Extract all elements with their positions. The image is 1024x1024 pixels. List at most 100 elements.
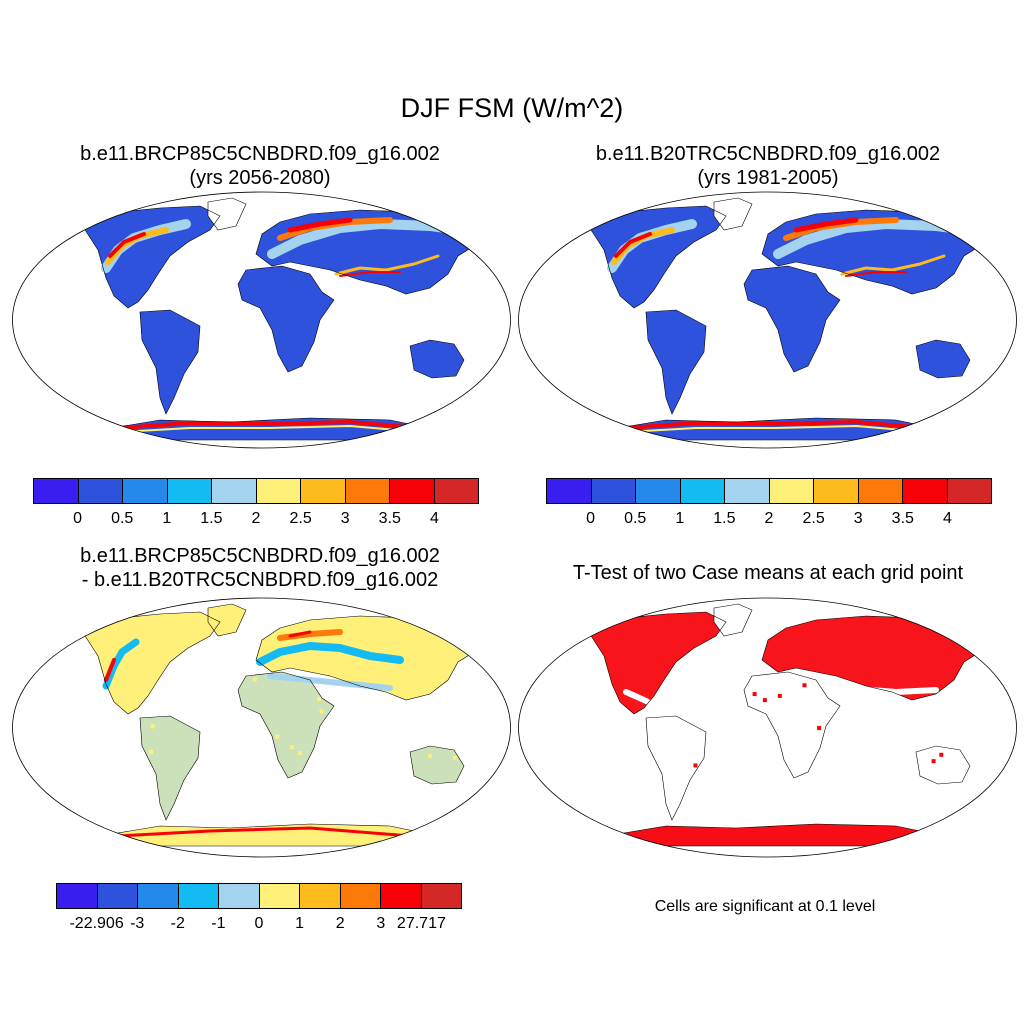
colorbar-swatch	[300, 884, 341, 908]
colorbar-tick-label: 4	[942, 510, 952, 527]
colorbar-tick-label: 3.5	[378, 510, 401, 527]
land-au	[410, 340, 464, 378]
colorbar-tick-label: 2	[764, 510, 774, 527]
significance-note: Cells are significant at 0.1 level	[654, 898, 876, 915]
panel-historical-case: b.e11.B20TRC5CNBDRD.f09_g16.002	[595, 143, 941, 165]
snow-band-eu-core	[793, 217, 859, 233]
snow-band-na-core	[614, 232, 652, 258]
land-au-tropics	[410, 746, 464, 784]
greenland-ice	[714, 198, 752, 230]
colorbar-swatch	[123, 479, 168, 503]
land-af	[238, 266, 334, 372]
colorbar-tick-label: 0	[73, 510, 83, 527]
colorbar-tick-label: 1	[295, 915, 305, 932]
decrease-band-na	[102, 638, 140, 690]
coastline-sa	[139, 309, 201, 415]
increase-band-na-west	[104, 658, 116, 682]
colorbar-tick-label: -2	[170, 915, 185, 932]
colorbar-tick-label: 1	[675, 510, 685, 527]
snow-band-antarctica-inner	[119, 425, 421, 433]
colorbar-swatch	[178, 884, 219, 908]
coastline-au	[915, 339, 971, 379]
panel-future-case: b.e11.BRCP85C5CNBDRD.f09_g16.002	[80, 143, 440, 165]
colorbar-swatch	[421, 884, 461, 908]
panel-ttest-title: T-Test of two Case means at each grid po…	[572, 562, 964, 584]
colorbar-tick-label: 3.5	[891, 510, 914, 527]
land-an	[110, 824, 428, 846]
colorbar-swatch	[769, 479, 814, 503]
land-na	[80, 206, 220, 308]
colorbar-swatch	[57, 884, 98, 908]
significant-cell	[693, 763, 698, 768]
colorbar-swatch	[259, 884, 300, 908]
map-border	[518, 191, 1017, 449]
difference-speckle	[289, 745, 294, 750]
snow-band-antarctica	[624, 420, 928, 430]
colorbar-swatch	[97, 884, 138, 908]
significant-na	[586, 612, 726, 714]
figure-title: DJF FSM (W/m^2)	[400, 93, 624, 123]
land-eu	[762, 210, 986, 294]
coastline-au	[409, 339, 465, 379]
colorbar-historical	[546, 478, 992, 504]
snow-band-na-core	[108, 232, 146, 258]
colorbar-swatch	[858, 479, 903, 503]
snow-band-asia-mountains	[840, 254, 946, 276]
colorbar-swatch	[381, 884, 422, 908]
colorbar-tick-label: 3	[340, 510, 350, 527]
coastline-af	[743, 265, 841, 373]
difference-speckle	[316, 697, 321, 702]
coastline-eu	[761, 209, 987, 295]
colorbar-swatch	[591, 479, 636, 503]
colorbar-tick-label: 2	[335, 915, 345, 932]
colorbar-tick-label: 2	[251, 510, 261, 527]
snow-band-himalaya	[339, 271, 401, 277]
coastline-sa	[139, 715, 201, 821]
difference-speckle	[319, 709, 324, 714]
colorbar-tick-label: 1	[162, 510, 172, 527]
land-au	[916, 340, 970, 378]
difference-speckle	[298, 751, 303, 756]
coastline-eu	[761, 615, 987, 701]
colorbar-tick-label: -22.906	[69, 915, 124, 932]
difference-speckle	[427, 754, 432, 759]
colorbar-swatch	[345, 479, 390, 503]
colorbar-future	[33, 478, 479, 504]
coastline-an	[615, 417, 935, 441]
colorbar-tick-label: 0	[586, 510, 596, 527]
snow-band-eu-core	[287, 217, 353, 233]
map-border	[518, 597, 1017, 858]
colorbar-tick-label: 2.5	[289, 510, 312, 527]
map-historical	[518, 191, 1017, 449]
coastline-an	[109, 823, 429, 847]
colorbar-tick-label: 3	[376, 915, 386, 932]
panel-difference-title: b.e11.BRCP85C5CNBDRD.f09_g16.002 - b.e11…	[20, 544, 500, 592]
coastline-af	[237, 671, 335, 779]
panel-difference-case-b: - b.e11.B20TRC5CNBDRD.f09_g16.002	[81, 569, 439, 591]
significant-cell	[752, 692, 757, 697]
land-af-tropics	[238, 672, 334, 778]
colorbar-tick-label: 2.5	[802, 510, 825, 527]
colorbar-tick-label: 3	[853, 510, 863, 527]
map-ttest	[518, 597, 1017, 858]
significant-cell	[762, 698, 767, 703]
not-significant-asia-south	[843, 685, 939, 695]
coastline-gr	[207, 197, 247, 231]
land-sa-tropics	[140, 716, 200, 820]
difference-speckle	[252, 677, 257, 682]
coastline-sa	[645, 309, 707, 415]
coastline-sa	[645, 715, 707, 821]
land-eu	[256, 210, 480, 294]
snow-band-asia-mountains	[334, 254, 440, 276]
colorbar-swatch	[212, 479, 257, 503]
colorbar-swatch	[301, 479, 346, 503]
significant-antarctica	[616, 824, 934, 846]
colorbar-tick-label: -1	[211, 915, 226, 932]
coastline-af	[743, 671, 841, 779]
colorbar-difference	[56, 883, 462, 909]
map-border	[12, 597, 511, 858]
colorbar-swatch	[219, 884, 260, 908]
coastline-gr	[713, 603, 753, 637]
colorbar-swatch	[78, 479, 123, 503]
colorbar-swatch	[138, 884, 179, 908]
